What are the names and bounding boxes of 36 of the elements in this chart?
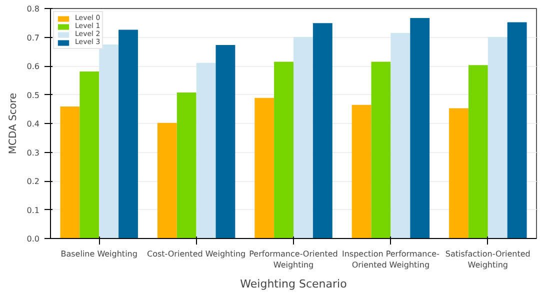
bar xyxy=(176,92,196,238)
x-tick-label: Baseline Weighting xyxy=(60,250,138,258)
x-axis-title: Weighting Scenario xyxy=(240,277,348,290)
bar xyxy=(352,104,372,238)
x-tick-label: Cost-Oriented Weighting xyxy=(146,250,246,258)
x-tick-label: Inspection Performance-Oriented Weighting xyxy=(342,250,440,270)
y-tick-label: 0.1 xyxy=(26,206,40,215)
bar xyxy=(410,18,430,238)
y-tick-label: 0.4 xyxy=(26,120,40,128)
bar xyxy=(390,32,410,238)
bar xyxy=(294,36,313,238)
y-tick-label: 0.5 xyxy=(26,90,40,100)
bar xyxy=(254,98,274,238)
y-tick-label: 0.0 xyxy=(26,234,40,244)
bar xyxy=(274,62,294,238)
bar xyxy=(216,45,236,238)
x-tick-label: Satisfaction-Oriented Weighting xyxy=(445,250,530,270)
bar xyxy=(118,30,138,238)
y-tick-label: 0.2 xyxy=(26,177,40,186)
y-tick-label: 0.3 xyxy=(26,148,40,158)
bar xyxy=(99,44,119,238)
x-tick-label: Performance-Oriented Weighting xyxy=(249,250,338,270)
bar xyxy=(157,122,177,238)
bar xyxy=(196,62,216,238)
y-axis-title: MCDA Score xyxy=(8,92,19,154)
y-tick-label: 0.7 xyxy=(26,33,40,42)
bar xyxy=(488,36,508,238)
bar xyxy=(507,22,527,238)
bar xyxy=(468,65,488,238)
bar xyxy=(449,108,468,238)
bar xyxy=(80,71,100,238)
bar xyxy=(60,106,80,238)
y-tick-label: 0.6 xyxy=(26,62,40,71)
bar xyxy=(312,23,332,238)
y-tick-label: 0.8 xyxy=(26,4,40,14)
bar xyxy=(371,62,391,238)
